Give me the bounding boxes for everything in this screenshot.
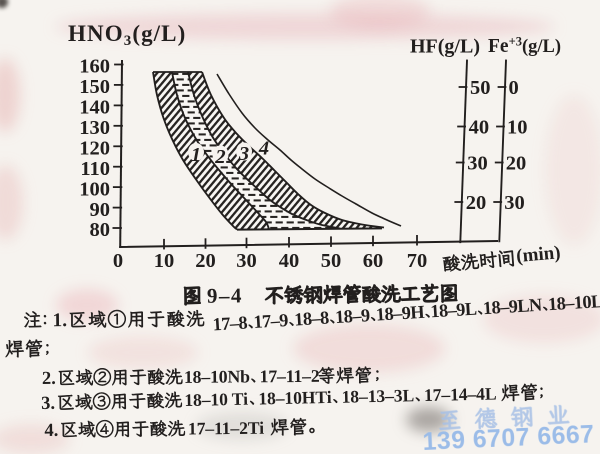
svg-text:40: 40 — [279, 250, 300, 272]
svg-text:1: 1 — [191, 144, 201, 166]
svg-text:4: 4 — [258, 138, 269, 160]
svg-text:50: 50 — [470, 77, 491, 99]
svg-text:40: 40 — [469, 116, 490, 138]
svg-text:20: 20 — [195, 250, 216, 272]
svg-text:Fe+3(g/L): Fe+3(g/L) — [488, 35, 561, 58]
svg-text:110: 110 — [80, 158, 110, 180]
svg-text:160: 160 — [79, 56, 110, 78]
svg-text:30: 30 — [504, 192, 525, 214]
svg-text:0: 0 — [113, 250, 123, 272]
svg-text:18–9LN: 18–9LN — [482, 295, 543, 319]
svg-text:3.: 3. — [41, 394, 55, 414]
svg-text:17–9: 17–9 — [253, 310, 289, 332]
svg-text:18–9L: 18–9L — [430, 299, 478, 322]
svg-text:90: 90 — [90, 199, 111, 221]
svg-text:140: 140 — [79, 97, 110, 119]
svg-text:20: 20 — [466, 192, 487, 214]
svg-text:60: 60 — [363, 250, 384, 272]
svg-text:2: 2 — [214, 146, 225, 168]
svg-text:4.: 4. — [44, 421, 58, 441]
svg-text:20: 20 — [506, 152, 527, 174]
svg-text:30: 30 — [236, 250, 257, 272]
svg-text:139 6707 6667: 139 6707 6667 — [422, 421, 595, 451]
svg-text:1.: 1. — [52, 310, 67, 331]
svg-text:18–10L: 18–10L — [547, 291, 600, 314]
svg-text:0: 0 — [509, 77, 519, 99]
svg-text:30: 30 — [467, 152, 488, 174]
svg-text:17–11–2Ti: 17–11–2Ti — [188, 418, 264, 439]
svg-text:HNO3(g/L): HNO3(g/L) — [68, 21, 186, 49]
svg-text:(min): (min) — [515, 242, 561, 267]
svg-text:150: 150 — [79, 76, 110, 98]
svg-text:18–10HTi: 18–10HTi — [258, 387, 332, 409]
svg-text:HF(g/L): HF(g/L) — [410, 36, 480, 58]
svg-text:18–8: 18–8 — [294, 308, 330, 330]
svg-text:10: 10 — [507, 116, 528, 138]
svg-text:17–14–4L: 17–14–4L — [424, 383, 497, 405]
svg-text:18–9H: 18–9H — [375, 302, 424, 325]
svg-text:50: 50 — [321, 250, 342, 272]
svg-text:18–13–3L: 18–13–3L — [341, 385, 414, 407]
svg-text:80: 80 — [90, 219, 111, 241]
svg-text:70: 70 — [407, 250, 428, 272]
svg-text:2.: 2. — [42, 369, 56, 389]
svg-text:130: 130 — [79, 117, 110, 139]
svg-text:120: 120 — [79, 138, 110, 160]
svg-text:18–10 Ti: 18–10 Ti — [184, 389, 248, 410]
svg-text:17–8: 17–8 — [212, 312, 248, 334]
svg-text:10: 10 — [154, 250, 175, 272]
svg-text:18–9: 18–9 — [335, 305, 371, 327]
svg-text:17–11–2: 17–11–2 — [260, 366, 320, 386]
svg-text:100: 100 — [79, 178, 110, 200]
svg-text:3: 3 — [238, 143, 249, 165]
svg-text:9–4: 9–4 — [207, 283, 243, 307]
svg-text:18–10Nb: 18–10Nb — [184, 366, 250, 387]
